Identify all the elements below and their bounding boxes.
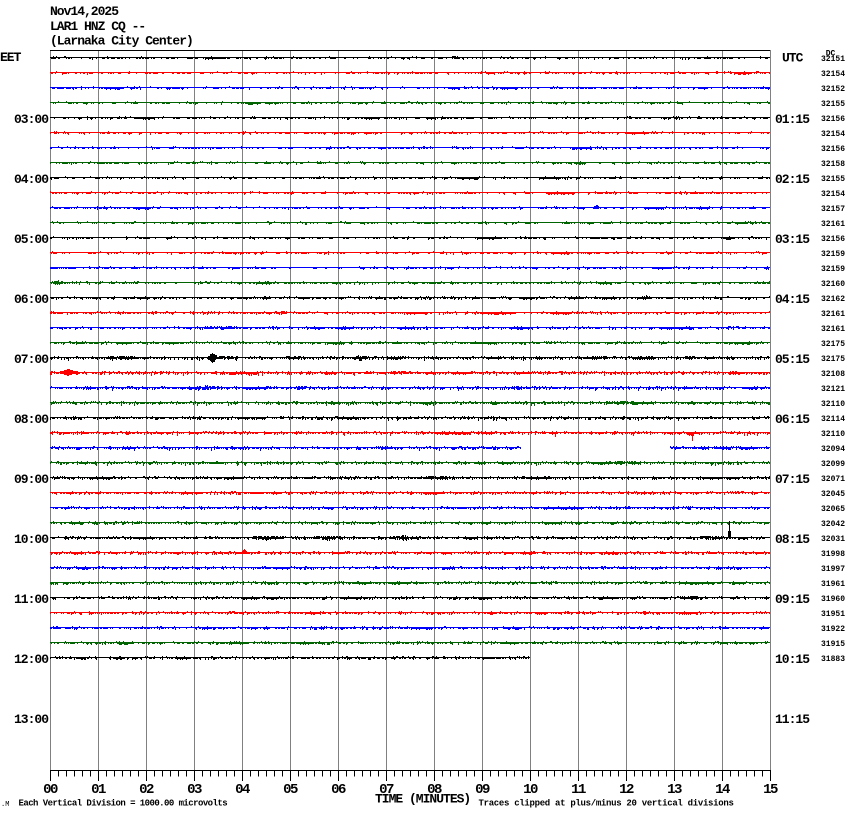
- svg-text:32151: 32151: [821, 55, 845, 64]
- svg-text:Traces clipped at plus/minus 2: Traces clipped at plus/minus 20 vertical…: [479, 799, 734, 809]
- svg-text:08: 08: [427, 782, 442, 798]
- svg-text:UTC: UTC: [782, 51, 804, 66]
- svg-text:32045: 32045: [821, 490, 845, 499]
- svg-text:32031: 32031: [821, 535, 845, 544]
- svg-text:32155: 32155: [821, 175, 845, 184]
- svg-text:.M: .M: [1, 801, 9, 809]
- svg-text:EET: EET: [0, 50, 22, 65]
- svg-text:32175: 32175: [821, 355, 845, 364]
- svg-text:07:15: 07:15: [775, 472, 810, 487]
- svg-text:32071: 32071: [821, 475, 845, 484]
- svg-text:LAR1 HNZ CQ --: LAR1 HNZ CQ --: [50, 19, 145, 34]
- svg-text:32152: 32152: [821, 85, 845, 94]
- svg-text:02: 02: [139, 782, 154, 798]
- svg-text:04: 04: [235, 782, 250, 798]
- svg-text:09: 09: [475, 782, 490, 798]
- svg-text:03:15: 03:15: [775, 232, 810, 247]
- svg-text:32161: 32161: [821, 310, 845, 319]
- svg-text:09:15: 09:15: [775, 592, 810, 607]
- svg-text:32110: 32110: [821, 430, 845, 439]
- svg-text:31883: 31883: [821, 655, 845, 664]
- svg-text:11: 11: [571, 782, 586, 798]
- svg-text:04:00: 04:00: [14, 172, 49, 187]
- svg-text:06: 06: [331, 782, 346, 798]
- svg-text:Nov14,2025: Nov14,2025: [50, 4, 119, 19]
- svg-text:10:15: 10:15: [775, 652, 810, 667]
- svg-text:32094: 32094: [821, 445, 845, 454]
- svg-text:07: 07: [379, 782, 394, 798]
- svg-text:11:15: 11:15: [775, 712, 810, 727]
- svg-text:32175: 32175: [821, 340, 845, 349]
- svg-text:15: 15: [763, 782, 778, 798]
- svg-text:04:15: 04:15: [775, 292, 810, 307]
- svg-text:12: 12: [619, 782, 634, 798]
- svg-text:DC: DC: [826, 50, 836, 59]
- svg-text:05:15: 05:15: [775, 352, 810, 367]
- svg-text:03: 03: [187, 782, 202, 798]
- svg-text:32121: 32121: [821, 385, 845, 394]
- svg-text:09:00: 09:00: [14, 472, 49, 487]
- svg-text:31960: 31960: [821, 595, 845, 604]
- svg-text:12:00: 12:00: [14, 652, 49, 667]
- svg-text:32156: 32156: [821, 145, 845, 154]
- svg-text:03:00: 03:00: [14, 112, 49, 127]
- svg-text:31951: 31951: [821, 610, 845, 619]
- svg-text:32155: 32155: [821, 100, 845, 109]
- svg-text:05:00: 05:00: [14, 232, 49, 247]
- svg-text:01: 01: [91, 782, 106, 798]
- svg-text:32157: 32157: [821, 205, 845, 214]
- svg-text:32160: 32160: [821, 280, 845, 289]
- svg-text:07:00: 07:00: [14, 352, 49, 367]
- svg-text:32158: 32158: [821, 160, 845, 169]
- svg-text:32154: 32154: [821, 190, 845, 199]
- svg-text:08:00: 08:00: [14, 412, 49, 427]
- svg-text:31997: 31997: [821, 565, 845, 574]
- svg-text:06:15: 06:15: [775, 412, 810, 427]
- svg-text:05: 05: [283, 782, 298, 798]
- svg-text:32154: 32154: [821, 70, 845, 79]
- svg-text:13:00: 13:00: [14, 712, 49, 727]
- svg-text:14: 14: [715, 782, 730, 798]
- svg-text:32159: 32159: [821, 265, 845, 274]
- svg-text:32156: 32156: [821, 235, 845, 244]
- svg-text:Each Vertical Division = 1000.: Each Vertical Division = 1000.00 microvo…: [19, 799, 228, 809]
- svg-text:32108: 32108: [821, 370, 845, 379]
- svg-text:01:15: 01:15: [775, 112, 810, 127]
- svg-text:02:15: 02:15: [775, 172, 810, 187]
- svg-text:32042: 32042: [821, 520, 845, 529]
- svg-text:31998: 31998: [821, 550, 845, 559]
- svg-text:32099: 32099: [821, 460, 845, 469]
- svg-text:TIME (MINUTES): TIME (MINUTES): [375, 792, 470, 807]
- svg-text:32159: 32159: [821, 250, 845, 259]
- svg-text:06:00: 06:00: [14, 292, 49, 307]
- svg-text:32156: 32156: [821, 115, 845, 124]
- svg-text:(Larnaka City Center): (Larnaka City Center): [50, 34, 193, 49]
- svg-text:32065: 32065: [821, 505, 845, 514]
- svg-text:10:00: 10:00: [14, 532, 49, 547]
- svg-text:31915: 31915: [821, 640, 845, 649]
- svg-text:00: 00: [43, 782, 58, 798]
- svg-text:32114: 32114: [821, 415, 845, 424]
- svg-text:10: 10: [523, 782, 538, 798]
- svg-text:11:00: 11:00: [14, 592, 49, 607]
- svg-text:32110: 32110: [821, 400, 845, 409]
- svg-text:32161: 32161: [821, 325, 845, 334]
- svg-text:32161: 32161: [821, 220, 845, 229]
- svg-text:31961: 31961: [821, 580, 845, 589]
- svg-text:31922: 31922: [821, 625, 845, 634]
- svg-text:08:15: 08:15: [775, 532, 810, 547]
- svg-text:32154: 32154: [821, 130, 845, 139]
- svg-text:13: 13: [667, 782, 682, 798]
- svg-text:32162: 32162: [821, 295, 845, 304]
